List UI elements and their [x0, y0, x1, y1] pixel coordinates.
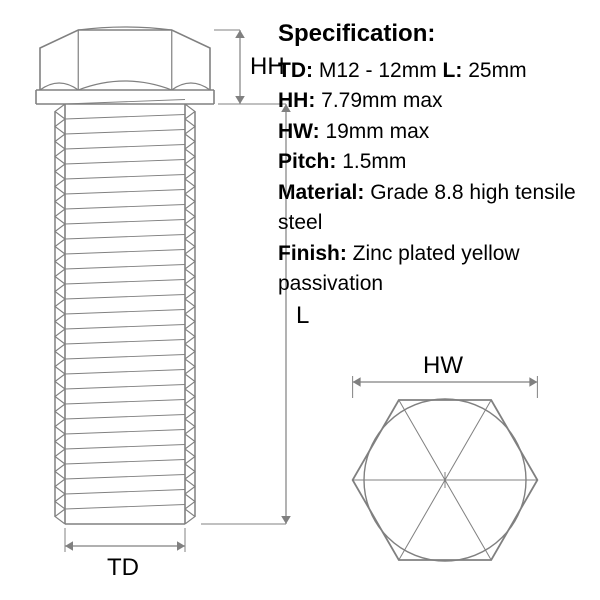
- diagram-canvas: HH L TD HW Specification: TD: M12 - 12mm…: [0, 0, 600, 600]
- spec-material-line: Material: Grade 8.8 high tensile steel: [278, 178, 578, 239]
- spec-hw-line: HW: 19mm max: [278, 117, 578, 147]
- spec-hh-label: HH:: [278, 89, 315, 112]
- spec-pitch-value: 1.5mm: [342, 150, 406, 173]
- spec-hh-line: HH: 7.79mm max: [278, 86, 578, 116]
- l-label: L: [296, 302, 309, 330]
- spec-l-value: 25mm: [468, 59, 526, 82]
- spec-l-label: L:: [443, 59, 463, 82]
- spec-pitch-label: Pitch:: [278, 150, 336, 173]
- spec-finish-line: Finish: Zinc plated yellow passivation: [278, 239, 578, 300]
- td-label: TD: [107, 554, 139, 582]
- specification-block: Specification: TD: M12 - 12mm L: 25mm HH…: [278, 20, 578, 300]
- spec-td-value: M12 - 12mm: [319, 59, 437, 82]
- spec-material-label: Material:: [278, 181, 364, 204]
- spec-td-label: TD:: [278, 59, 313, 82]
- spec-td-line: TD: M12 - 12mm L: 25mm: [278, 56, 578, 86]
- spec-hw-label: HW:: [278, 120, 320, 143]
- hw-label: HW: [423, 352, 463, 380]
- spec-title: Specification:: [278, 20, 578, 48]
- spec-hh-value: 7.79mm max: [321, 89, 442, 112]
- spec-hw-value: 19mm max: [325, 120, 429, 143]
- spec-finish-label: Finish:: [278, 242, 347, 265]
- spec-pitch-line: Pitch: 1.5mm: [278, 147, 578, 177]
